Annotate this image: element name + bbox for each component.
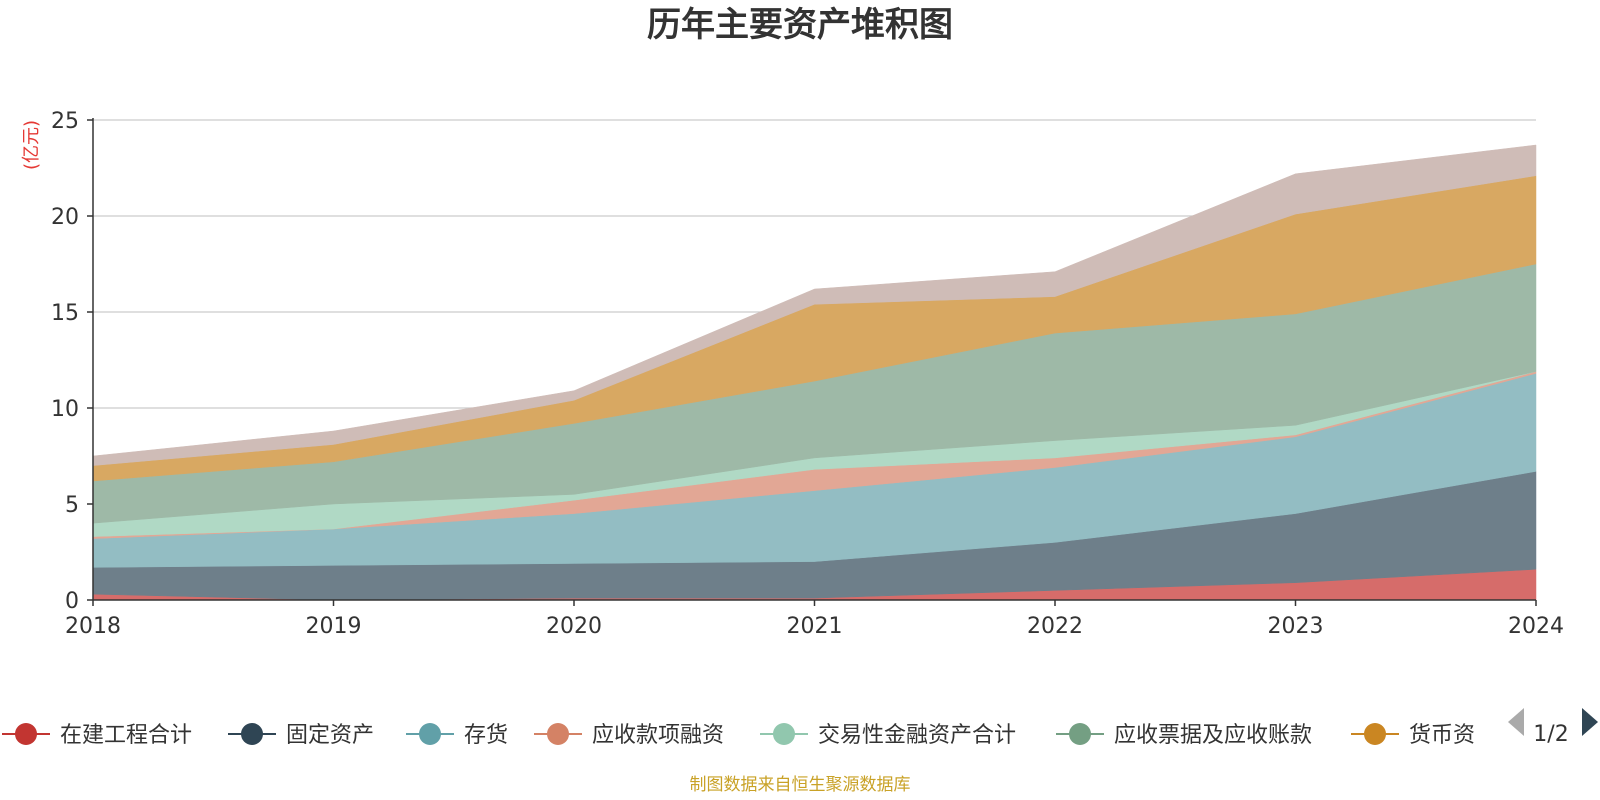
y-axis-ticks: 0 5 10 15 20 25	[51, 109, 93, 614]
legend-label: 交易性金融资产合计	[818, 723, 1016, 748]
legend-label: 在建工程合计	[60, 723, 192, 748]
legend-label: 货币资	[1409, 723, 1475, 748]
legend-item[interactable]: 在建工程合计	[2, 723, 192, 748]
legend-prev-icon[interactable]	[1508, 708, 1524, 736]
y-tick-label: 25	[51, 109, 79, 134]
x-tick-label: 2023	[1268, 614, 1324, 639]
x-axis-ticks: 2018 2019 2020 2021 2022 2023 2024	[65, 600, 1564, 639]
legend-label: 固定资产	[286, 723, 374, 748]
y-tick-label: 15	[51, 301, 79, 326]
x-tick-label: 2018	[65, 614, 121, 639]
x-tick-label: 2019	[306, 614, 362, 639]
legend-marker	[1069, 723, 1091, 745]
legend-item[interactable]: 货币资	[1351, 723, 1475, 748]
legend-marker	[773, 723, 795, 745]
legend-next-icon[interactable]	[1582, 708, 1598, 736]
legend-marker	[15, 723, 37, 745]
stacked-areas	[92, 144, 1537, 601]
chart-title: 历年主要资产堆积图	[647, 5, 953, 45]
legend: 在建工程合计 固定资产 存货 应收款项融资 交易性金融资产合计 应收票据及应收账款 货币资	[2, 723, 1475, 748]
y-tick-label: 10	[51, 397, 79, 422]
legend-page-indicator: 1/2	[1533, 722, 1568, 747]
legend-item[interactable]: 存货	[406, 723, 508, 748]
legend-label: 应收款项融资	[592, 723, 724, 748]
legend-item[interactable]: 应收票据及应收账款	[1056, 723, 1312, 748]
source-note: 制图数据来自恒生聚源数据库	[690, 775, 911, 795]
legend-item[interactable]: 固定资产	[228, 723, 374, 748]
legend-marker	[1364, 723, 1386, 745]
area-series	[92, 144, 1537, 466]
x-tick-label: 2020	[546, 614, 602, 639]
y-axis-unit: (亿元)	[21, 120, 42, 170]
y-tick-label: 0	[65, 589, 79, 614]
x-tick-label: 2021	[787, 614, 843, 639]
x-tick-label: 2022	[1027, 614, 1083, 639]
legend-pager: 1/2	[1508, 708, 1598, 747]
legend-label: 应收票据及应收账款	[1114, 723, 1312, 748]
legend-label: 存货	[464, 723, 508, 748]
legend-marker	[547, 723, 569, 745]
legend-marker	[419, 723, 441, 745]
x-tick-label: 2024	[1508, 614, 1564, 639]
legend-item[interactable]: 应收款项融资	[534, 723, 724, 748]
legend-marker	[241, 723, 263, 745]
y-tick-label: 20	[51, 205, 79, 230]
y-tick-label: 5	[65, 493, 79, 518]
legend-item[interactable]: 交易性金融资产合计	[760, 723, 1016, 748]
